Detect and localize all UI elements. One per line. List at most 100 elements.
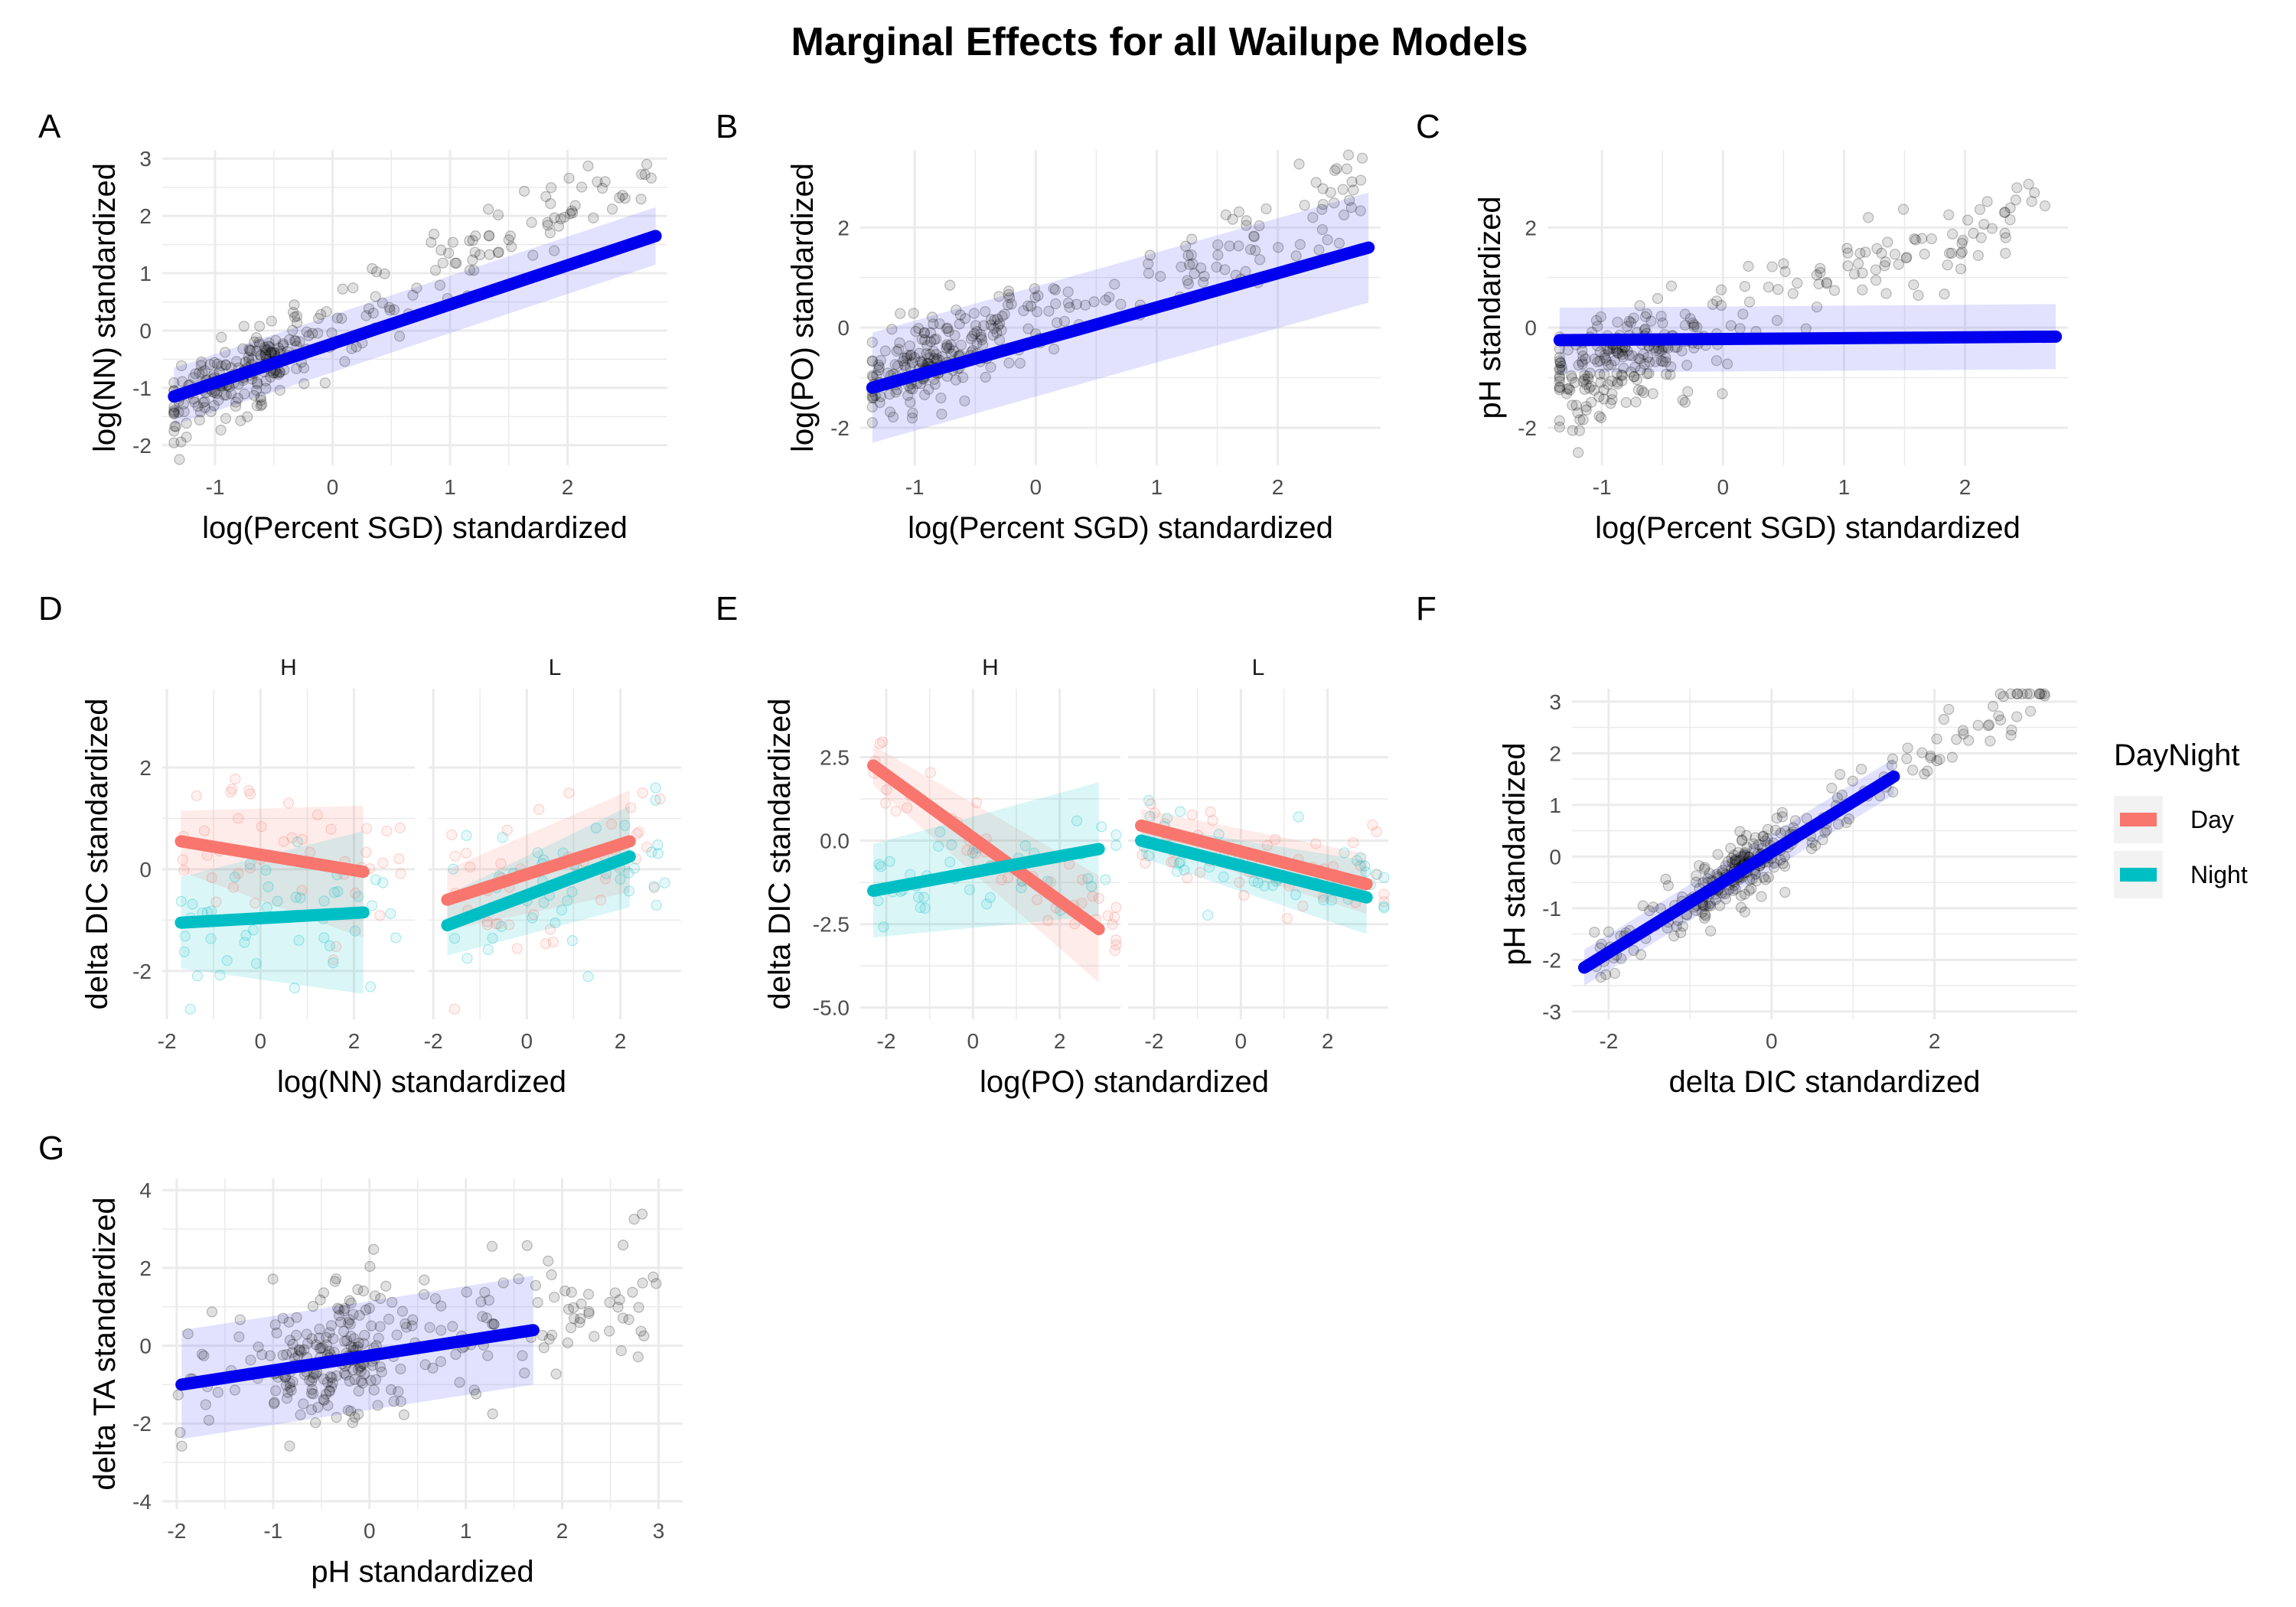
- data-point: [1704, 900, 1717, 912]
- legend-label-night: Night: [2190, 861, 2248, 888]
- data-point: [1902, 742, 1913, 754]
- data-point: [234, 1314, 246, 1325]
- data-point: [576, 181, 588, 193]
- data-point: [1616, 369, 1627, 381]
- data-point-day: [210, 896, 222, 908]
- data-point: [314, 1343, 325, 1354]
- data-point: [921, 348, 932, 360]
- data-point: [1700, 910, 1711, 921]
- data-point: [1749, 843, 1760, 854]
- data-point: [1585, 380, 1597, 392]
- data-point-night: [261, 901, 273, 914]
- data-point: [435, 1325, 447, 1336]
- data-point: [955, 339, 967, 351]
- data-point: [281, 1393, 293, 1404]
- data-point: [1836, 789, 1848, 800]
- data-point: [216, 331, 227, 343]
- data-point-night: [619, 820, 631, 831]
- data-point: [266, 315, 277, 327]
- data-point-night: [944, 856, 956, 868]
- data-point: [619, 193, 631, 204]
- data-point-day: [1281, 913, 1293, 924]
- data-point: [259, 347, 271, 359]
- data-point: [1775, 827, 1786, 839]
- data-point: [429, 1292, 442, 1305]
- data-point: [2024, 706, 2037, 717]
- data-point: [1882, 236, 1893, 248]
- data-point: [365, 1374, 377, 1387]
- data-point: [976, 334, 988, 346]
- data-point: [298, 1344, 310, 1355]
- data-point: [487, 1318, 498, 1330]
- data-point-night: [562, 895, 573, 907]
- data-point: [941, 323, 952, 334]
- data-point-day: [648, 882, 660, 894]
- data-point: [259, 341, 271, 354]
- data-point: [612, 1302, 624, 1313]
- data-point: [1649, 356, 1662, 367]
- data-point-night: [566, 935, 578, 947]
- trend-line: [168, 230, 662, 403]
- data-point: [1926, 233, 1937, 245]
- data-point-night: [1218, 871, 1229, 882]
- data-point-night: [1110, 839, 1122, 851]
- data-point: [310, 1339, 322, 1351]
- y-tick-label: -2: [132, 434, 152, 458]
- chart-panels: A -1 0 1 2 -2 -1 0 1 2 3 log(Percent SGD) standardi…: [38, 108, 2077, 1589]
- data-point: [290, 1329, 302, 1341]
- data-point: [250, 385, 263, 396]
- data-point: [1931, 755, 1942, 767]
- x-tick-label: -2: [158, 1029, 177, 1053]
- data-point-day: [481, 919, 494, 931]
- data-point: [576, 1298, 587, 1310]
- data-point: [219, 347, 231, 358]
- data-point: [1556, 360, 1567, 372]
- confidence-band-night: [873, 782, 1099, 938]
- data-point: [2039, 200, 2051, 212]
- data-point: [915, 356, 926, 367]
- data-point-day: [1234, 876, 1245, 888]
- data-point: [284, 1335, 295, 1346]
- data-point: [543, 1255, 554, 1266]
- data-point: [2011, 688, 2023, 699]
- data-point: [203, 1414, 215, 1426]
- data-point: [1700, 900, 1711, 911]
- data-point: [1805, 843, 1818, 855]
- data-point: [1726, 852, 1737, 864]
- y-tick-label: -1: [1542, 897, 1561, 921]
- data-point: [1817, 834, 1828, 846]
- data-point-night: [179, 931, 191, 942]
- data-point: [1671, 921, 1682, 932]
- data-point: [1688, 319, 1700, 331]
- y-tick-label: -4: [132, 1490, 152, 1514]
- data-point: [1743, 260, 1754, 272]
- data-point: [1594, 368, 1606, 380]
- data-point-day: [243, 785, 255, 797]
- data-point: [230, 396, 242, 408]
- data-point: [1741, 841, 1753, 853]
- data-point: [1572, 407, 1583, 419]
- data-point-night: [448, 863, 459, 875]
- data-point: [400, 1322, 413, 1333]
- data-point: [238, 321, 249, 332]
- data-point: [1564, 384, 1576, 396]
- data-point: [1739, 281, 1751, 292]
- y-tick-label: 0: [139, 319, 152, 343]
- data-point: [632, 1351, 644, 1363]
- data-point: [1556, 364, 1568, 376]
- data-point: [1972, 719, 1984, 731]
- x-axis-title: log(NN) standardized: [277, 1065, 566, 1099]
- data-point: [1248, 231, 1260, 243]
- data-point-day: [331, 940, 342, 953]
- data-point: [992, 313, 1003, 324]
- data-point: [2024, 688, 2036, 699]
- data-point: [326, 1372, 338, 1384]
- data-point: [1004, 292, 1016, 304]
- data-point: [319, 377, 331, 389]
- data-point: [307, 1372, 319, 1384]
- x-tick-label: 2: [1929, 1029, 1941, 1053]
- data-point-night: [878, 921, 889, 933]
- data-point: [426, 236, 437, 248]
- data-point: [349, 1374, 360, 1385]
- data-point: [1182, 249, 1194, 261]
